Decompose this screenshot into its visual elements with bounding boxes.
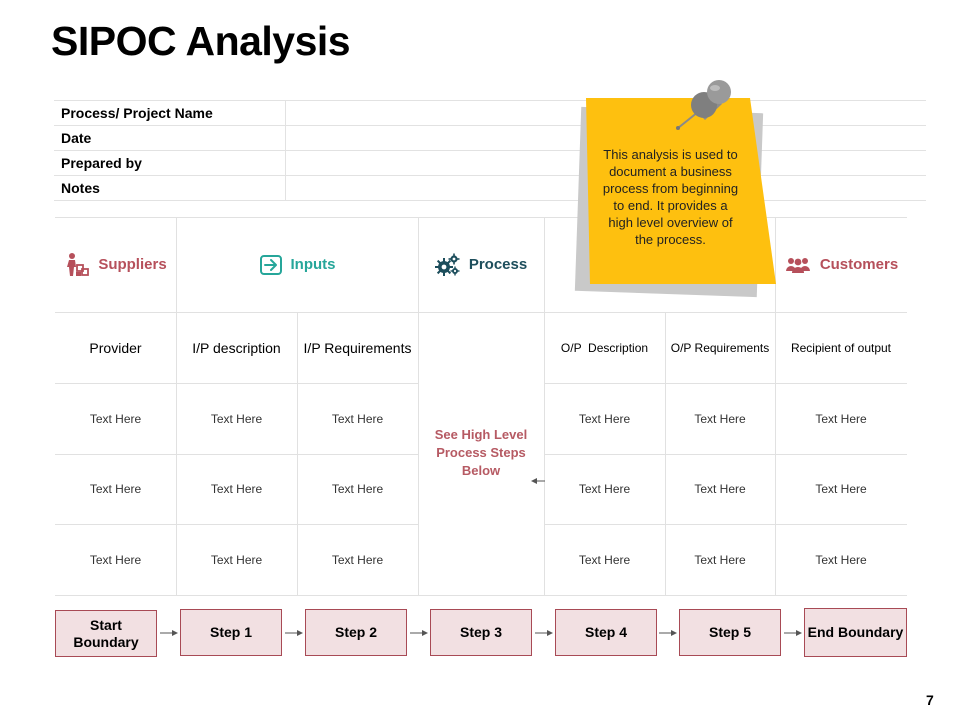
step-5[interactable]: Step 5 [679, 609, 781, 656]
sipoc-grid: Suppliers Inputs Process Customers Provi… [55, 217, 907, 596]
grid-line [544, 524, 907, 525]
info-label: Process/ Project Name [54, 100, 286, 126]
table-cell[interactable]: Text Here [331, 411, 384, 426]
step-start-boundary[interactable]: Start Boundary [55, 610, 157, 657]
info-row: Process/ Project Name [54, 100, 926, 126]
right-arrow-icon [784, 630, 802, 636]
column-header-recipient: Recipient of output [790, 340, 892, 355]
step-1[interactable]: Step 1 [180, 609, 282, 656]
header-suppliers: Suppliers [55, 217, 176, 312]
table-cell[interactable]: Text Here [89, 482, 142, 496]
grid-line [544, 217, 545, 596]
column-header-ip-description: I/P description [192, 339, 281, 356]
grid-line [55, 595, 907, 596]
right-arrow-icon [659, 630, 677, 636]
header-customers: Customers [775, 217, 907, 312]
right-arrow-icon [160, 630, 178, 636]
step-3[interactable]: Step 3 [430, 609, 532, 656]
info-label: Date [54, 125, 286, 151]
grid-line [55, 312, 907, 313]
header-inputs-label: Inputs [290, 256, 336, 273]
column-header-op-description: O/P Description [560, 340, 649, 355]
info-row: Date [54, 125, 926, 151]
step-2[interactable]: Step 2 [305, 609, 407, 656]
people-group-icon [784, 256, 812, 274]
grid-line [665, 312, 666, 596]
table-cell[interactable]: Text Here [89, 411, 142, 426]
grid-line [176, 217, 177, 596]
column-header-op-requirements: O/P Requirements [670, 340, 770, 355]
left-arrow-icon [531, 478, 545, 484]
column-header-ip-requirements: I/P Requirements [303, 339, 412, 356]
info-label: Prepared by [54, 150, 286, 176]
table-cell[interactable]: Text Here [694, 552, 746, 567]
table-cell[interactable]: Text Here [210, 411, 263, 426]
gears-icon [434, 253, 461, 277]
page-title: SIPOC Analysis [51, 18, 351, 64]
sticky-note [586, 98, 776, 284]
header-suppliers-label: Suppliers [98, 256, 167, 273]
grid-line [297, 312, 298, 596]
sign-in-icon [259, 254, 283, 276]
person-with-boxes-icon [64, 252, 90, 278]
info-row: Notes [54, 175, 926, 201]
right-arrow-icon [285, 630, 303, 636]
table-cell[interactable]: Text Here [210, 482, 263, 496]
grid-line [55, 217, 907, 218]
page-number: 7 [926, 692, 934, 708]
push-pin-icon [676, 80, 731, 130]
grid-line [55, 454, 418, 455]
sticky-note-text: This analysis is used to document a busi… [602, 147, 739, 247]
step-end-boundary[interactable]: End Boundary [804, 608, 907, 657]
header-inputs: Inputs [176, 217, 418, 312]
table-cell[interactable]: Text Here [815, 482, 867, 496]
grid-line [544, 383, 907, 384]
info-label: Notes [54, 175, 286, 201]
grid-line [55, 383, 418, 384]
table-cell[interactable]: Text Here [210, 552, 263, 567]
table-cell[interactable]: Text Here [331, 482, 384, 496]
table-cell[interactable]: Text Here [578, 411, 631, 426]
table-cell[interactable]: Text Here [578, 482, 631, 496]
grid-line [544, 454, 907, 455]
grid-line [418, 217, 419, 596]
grid-line [775, 217, 776, 596]
table-cell[interactable]: Text Here [89, 552, 142, 567]
right-arrow-icon [535, 630, 553, 636]
grid-line [55, 524, 418, 525]
header-process: Process [418, 217, 544, 312]
table-cell[interactable]: Text Here [578, 552, 631, 567]
header-process-label: Process [468, 256, 528, 273]
header-customers-label: Customers [819, 256, 899, 273]
table-cell[interactable]: Text Here [815, 411, 867, 426]
step-4[interactable]: Step 4 [555, 609, 657, 656]
right-arrow-icon [410, 630, 428, 636]
column-header-provider: Provider [89, 339, 142, 356]
table-cell[interactable]: Text Here [694, 482, 746, 496]
project-info-table: Process/ Project Name Date Prepared by N… [54, 100, 926, 201]
process-steps-note: See High Level Process Steps Below [434, 427, 528, 478]
table-cell[interactable]: Text Here [815, 552, 867, 567]
table-cell[interactable]: Text Here [331, 552, 384, 567]
table-cell[interactable]: Text Here [694, 411, 746, 426]
info-row: Prepared by [54, 150, 926, 176]
